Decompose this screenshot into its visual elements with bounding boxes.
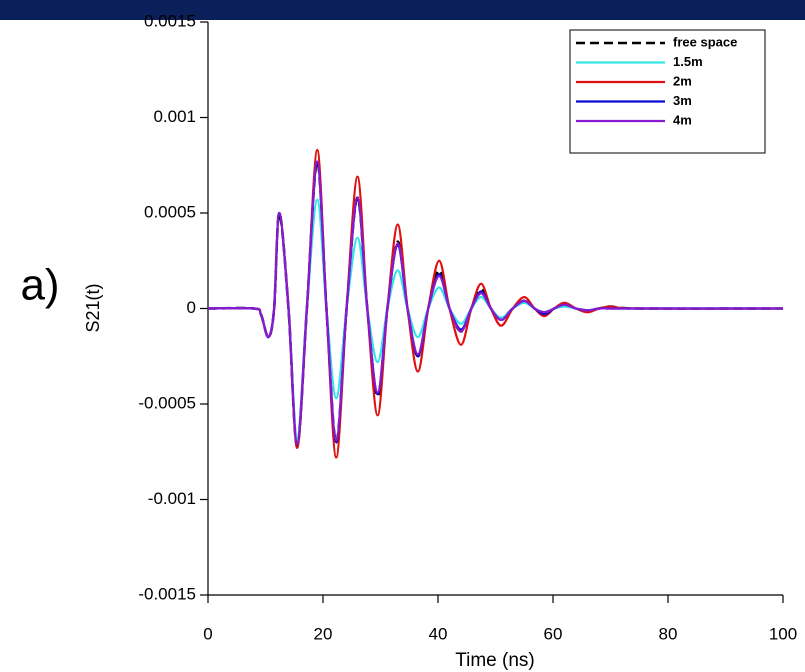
y-tick-label: -0.0015 — [138, 584, 196, 603]
x-tick-label: 20 — [314, 624, 333, 643]
x-tick-label: 0 — [203, 624, 212, 643]
y-axis-label: S21(t) — [83, 283, 103, 332]
x-tick-label: 60 — [544, 624, 563, 643]
legend-label: 4m — [673, 112, 692, 127]
y-tick-label: 0.0005 — [144, 202, 196, 221]
y-tick-label: 0 — [187, 298, 196, 317]
data-line — [207, 160, 783, 446]
legend-label: 2m — [673, 73, 692, 88]
legend-label: free space — [673, 34, 737, 49]
legend-box — [569, 29, 766, 154]
y-tick-label: 0.001 — [153, 107, 196, 126]
y-tick-label: 0.0015 — [144, 11, 196, 30]
legend-label: 3m — [673, 93, 692, 108]
y-tick-label: -0.0005 — [138, 393, 196, 412]
x-tick-label: 80 — [659, 624, 678, 643]
x-tick-label: 100 — [769, 624, 797, 643]
header-bar — [0, 0, 805, 20]
y-tick-label: -0.001 — [148, 489, 196, 508]
x-tick-label: 40 — [429, 624, 448, 643]
panel-label: a) — [20, 261, 59, 310]
legend-label: 1.5m — [673, 54, 703, 69]
x-axis-label: Time (ns) — [455, 650, 535, 671]
